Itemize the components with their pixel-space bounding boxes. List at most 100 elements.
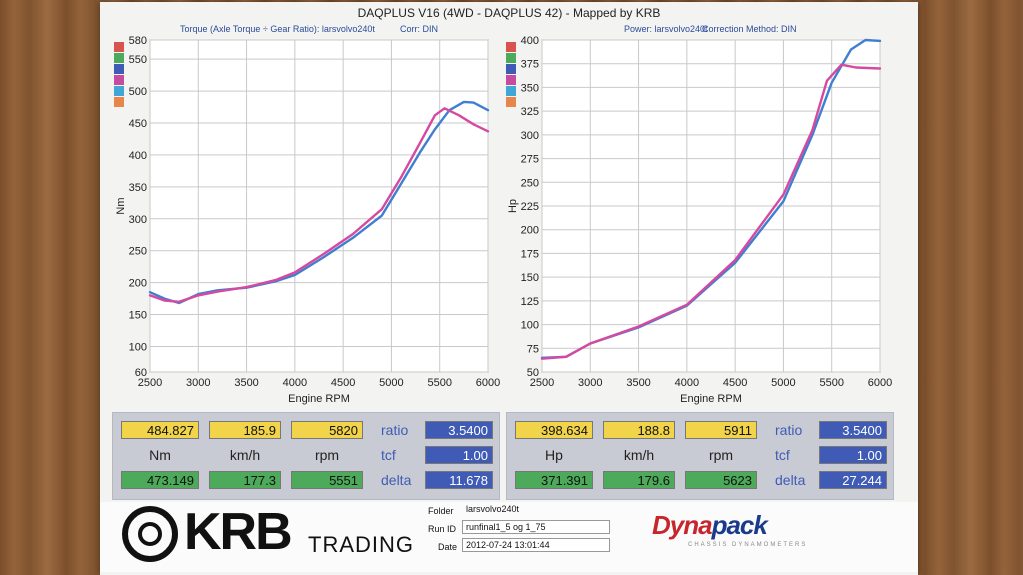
dynapack-logo-part2: pack [711, 510, 768, 540]
legend-swatch [114, 75, 124, 85]
torque-readout-panel: 484.827 185.9 5820 ratio 3.5400 Nm km/h … [112, 412, 500, 500]
max-value: 398.634 [515, 421, 593, 439]
current-rpm: 5551 [291, 471, 363, 489]
sheet-title: DAQPLUS V16 (4WD - DAQPLUS 42) - Mapped … [357, 6, 661, 20]
legend-swatch [114, 64, 124, 74]
legend-swatch [114, 53, 124, 63]
ratio-value: 3.5400 [819, 421, 887, 439]
tcf-value: 1.00 [425, 446, 493, 464]
series-line-1 [540, 63, 882, 360]
y-tick-label: 580 [129, 36, 147, 47]
current-speed: 179.6 [603, 471, 675, 489]
y-tick-label: 250 [521, 177, 539, 189]
x-axis-label: Engine RPM [288, 393, 350, 405]
speed-unit-label: km/h [229, 447, 261, 463]
ratio-label: ratio [775, 422, 803, 438]
turbo-logo-icon [122, 506, 178, 562]
y-tick-label: 175 [521, 248, 539, 260]
rpm-unit-label: rpm [314, 447, 340, 463]
y-tick-label: 500 [129, 86, 147, 98]
y-tick-label: 250 [129, 246, 147, 258]
y-tick-label: 150 [129, 310, 147, 322]
y-axis-label: Hp [507, 199, 519, 213]
y-tick-label: 350 [129, 182, 147, 194]
y-tick-label: 200 [129, 278, 147, 290]
folder-value: larsvolvo240t [466, 504, 520, 514]
torque-subtitle: Torque (Axle Torque ÷ Gear Ratio): larsv… [180, 24, 375, 34]
y-tick-label: 225 [521, 201, 539, 213]
tcf-value: 1.00 [819, 446, 887, 464]
y-tick-label: 100 [129, 341, 147, 353]
trading-logo: TRADING [308, 532, 414, 557]
delta-value: 27.244 [819, 471, 887, 489]
max-value: 484.827 [121, 421, 199, 439]
y-tick-label: 75 [527, 343, 539, 355]
speed-unit-label: km/h [623, 447, 655, 463]
max-speed: 188.8 [603, 421, 675, 439]
delta-label: delta [381, 472, 412, 488]
delta-label: delta [775, 472, 806, 488]
y-tick-label: 150 [521, 272, 539, 284]
y-tick-label: 125 [521, 296, 539, 308]
x-tick-label: 2500 [530, 377, 554, 389]
y-tick-label: 50 [527, 367, 539, 379]
delta-value: 11.678 [425, 471, 493, 489]
x-tick-label: 4500 [723, 377, 747, 389]
legend-swatch [506, 86, 516, 96]
x-tick-label: 4500 [331, 377, 355, 389]
x-tick-label: 4000 [675, 377, 699, 389]
legend-swatch [506, 97, 516, 107]
legend-swatch [506, 42, 516, 52]
rpm-unit-label: rpm [708, 447, 734, 463]
y-tick-label: 400 [129, 150, 147, 162]
x-tick-label: 6000 [476, 377, 500, 389]
legend-swatch [506, 64, 516, 74]
max-rpm: 5820 [291, 421, 363, 439]
y-tick-label: 100 [521, 320, 539, 332]
x-tick-label: 6000 [868, 377, 892, 389]
dyno-sheet: DAQPLUS V16 (4WD - DAQPLUS 42) - Mapped … [100, 2, 918, 575]
runid-label: Run ID [428, 524, 457, 534]
y-tick-label: 350 [521, 82, 539, 94]
sheet-footer: KRB TRADING Folder larsvolvo240t Run ID … [100, 502, 918, 572]
x-tick-label: 5000 [379, 377, 403, 389]
current-value: 371.391 [515, 471, 593, 489]
current-rpm: 5623 [685, 471, 757, 489]
x-tick-label: 3500 [626, 377, 650, 389]
power-readout-panel: 398.634 188.8 5911 ratio 3.5400 Hp km/h … [506, 412, 894, 500]
date-value: 2012-07-24 13:01:44 [462, 538, 610, 552]
x-tick-label: 3500 [234, 377, 258, 389]
krb-logo: KRB [184, 503, 293, 561]
date-label: Date [438, 542, 458, 552]
power-chart-svg: 2500 3000 3500 4000 4500 5000 5500 6000 50 75 100 1… [506, 36, 892, 405]
torque-correction: Corr: DIN [400, 24, 438, 34]
unit-label: Hp [545, 447, 563, 463]
y-tick-label: 60 [135, 367, 147, 379]
legend-swatch [114, 97, 124, 107]
y-tick-label: 400 [521, 36, 539, 47]
y-tick-label: 450 [129, 118, 147, 130]
unit-label: Nm [149, 447, 171, 463]
legend-swatch [114, 86, 124, 96]
tcf-label: tcf [775, 447, 790, 463]
legend-swatch [114, 42, 124, 52]
torque-chart: 2500 3000 3500 4000 4500 5000 5500 6000 60 100 150… [110, 36, 500, 408]
current-speed: 177.3 [209, 471, 281, 489]
y-tick-label: 325 [521, 106, 539, 118]
y-tick-label: 300 [129, 214, 147, 226]
y-tick-label: 275 [521, 154, 539, 166]
x-tick-label: 5500 [819, 377, 843, 389]
folder-label: Folder [428, 506, 454, 516]
torque-chart-svg: 2500 3000 3500 4000 4500 5000 5500 6000 60 100 150… [114, 36, 500, 405]
y-tick-label: 300 [521, 130, 539, 142]
series-line-1 [148, 107, 490, 303]
x-tick-label: 3000 [186, 377, 210, 389]
tcf-label: tcf [381, 447, 396, 463]
ratio-label: ratio [381, 422, 409, 438]
x-tick-label: 5500 [427, 377, 451, 389]
plot-area [149, 39, 489, 373]
y-tick-label: 200 [521, 225, 539, 237]
y-tick-label: 375 [521, 59, 539, 71]
x-tick-label: 2500 [138, 377, 162, 389]
current-value: 473.149 [121, 471, 199, 489]
